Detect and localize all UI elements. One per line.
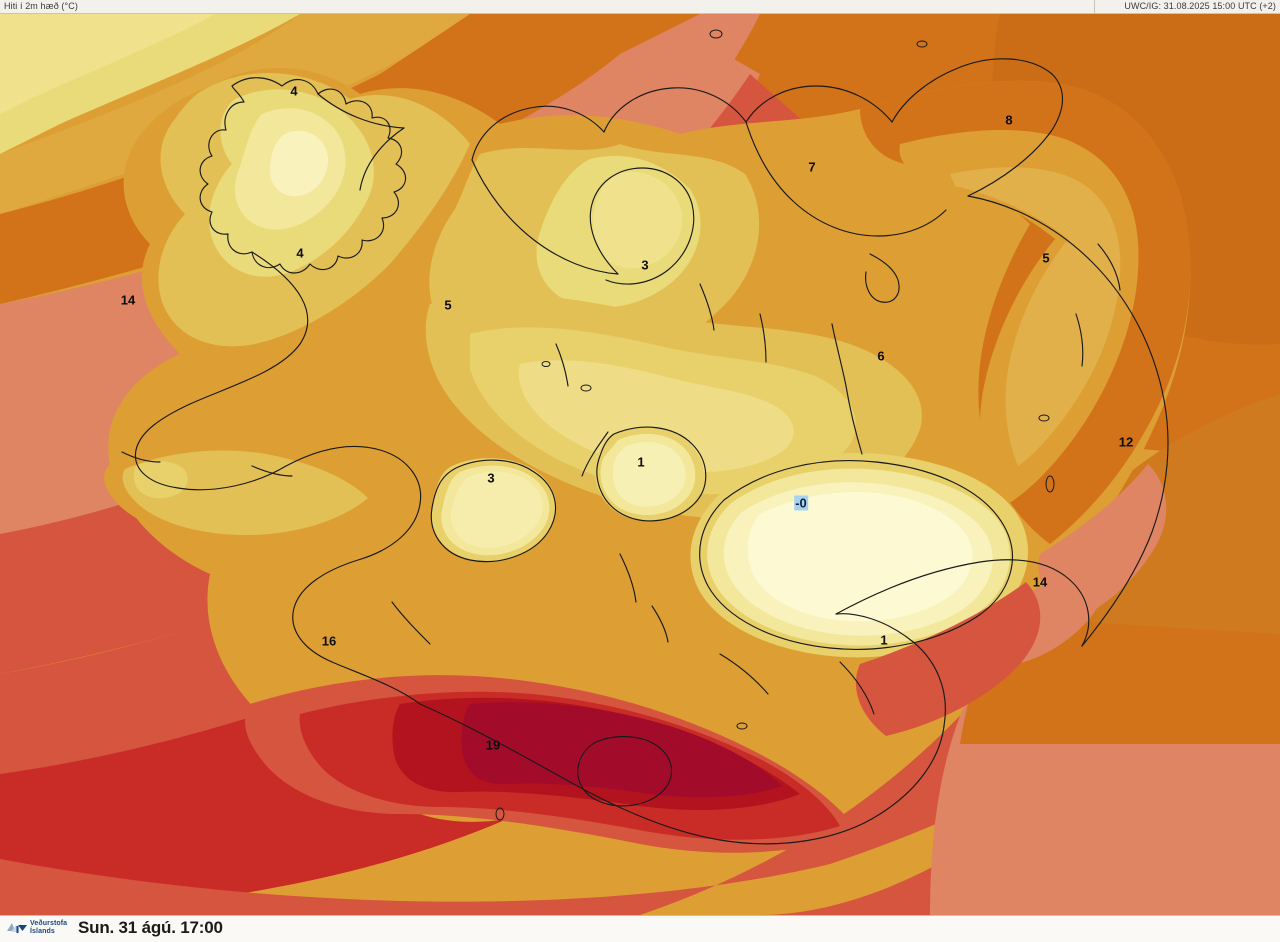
map-value-label: 4 (296, 245, 304, 261)
map-value-label: 14 (120, 292, 136, 308)
logo-line-1: Veðurstofa (30, 920, 68, 927)
map-value-label: 16 (321, 633, 337, 649)
map-value-label: 4 (290, 83, 298, 99)
met-office-mark-icon (7, 923, 27, 933)
model-run-info: UWC/IG: 31.08.2025 15:00 UTC (+2) (1124, 1, 1276, 11)
map-header-bar: Hiti í 2m hæð (°C) UWC/IG: 31.08.2025 15… (0, 0, 1280, 14)
map-value-label: 5 (1042, 250, 1050, 266)
map-value-label: 19 (485, 737, 501, 753)
map-footer-bar: Veðurstofa Íslands Sun. 31 ágú. 17:00 -2… (0, 915, 1280, 942)
map-value-label: 14 (1032, 574, 1048, 590)
valid-time-stamp: Sun. 31 ágú. 17:00 (78, 918, 223, 937)
map-canvas (0, 14, 1280, 915)
map-value-label: 12 (1118, 434, 1134, 450)
map-value-highlight: -0 (794, 495, 808, 511)
map-value-label: -0 (794, 495, 808, 511)
map-value-label: 7 (808, 159, 816, 175)
map-value-label: 6 (877, 348, 885, 364)
map-title: Hiti í 2m hæð (°C) (4, 1, 78, 11)
logo-line-2: Íslands (30, 928, 55, 935)
map-value-label: 3 (641, 257, 649, 273)
header-divider (1094, 0, 1095, 14)
vedurstofa-logo: Veðurstofa Íslands (6, 919, 72, 940)
map-value-label: 8 (1005, 112, 1013, 128)
temperature-map[interactable]: 4 8 7 4 5 3 14 5 6 12 1 3 -0 14 16 1 19 (0, 14, 1280, 915)
map-value-label: 1 (880, 632, 888, 648)
map-value-label: 3 (487, 470, 495, 486)
map-value-label: 1 (637, 454, 645, 470)
map-value-label: 5 (444, 297, 452, 313)
logo-wordmark: Veðurstofa Íslands (30, 920, 67, 936)
